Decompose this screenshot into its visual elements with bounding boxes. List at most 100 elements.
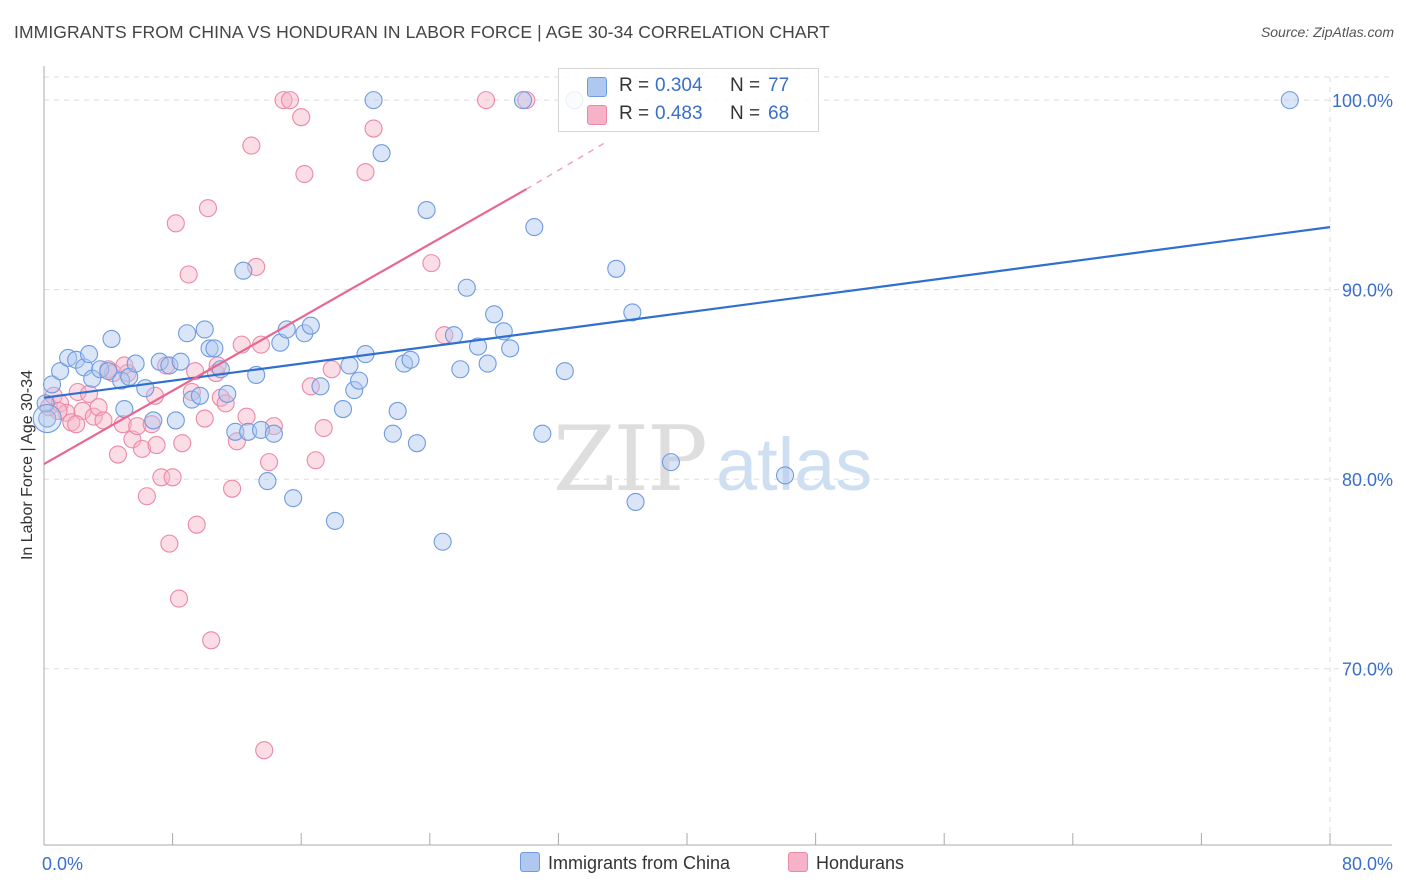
hondurans-point xyxy=(295,164,314,184)
china-point xyxy=(525,218,544,237)
china-point xyxy=(388,401,407,421)
hondurans-point xyxy=(301,377,320,396)
hondurans-point xyxy=(147,436,166,455)
china-point xyxy=(42,375,62,394)
china-point xyxy=(501,339,520,358)
hondurans-point xyxy=(422,254,441,273)
china-point xyxy=(372,144,391,163)
china-point xyxy=(126,354,145,373)
legend-row-china: R = 0.304 N = 77 xyxy=(559,74,818,100)
china-trend-line xyxy=(43,226,1331,399)
hondurans-points xyxy=(39,91,536,760)
hondurans-point xyxy=(202,631,221,650)
china-point xyxy=(218,384,237,403)
hondurans-point xyxy=(67,415,86,434)
hondurans-point xyxy=(216,394,235,413)
china-point xyxy=(533,424,552,443)
china-point xyxy=(234,261,253,280)
china-point xyxy=(295,324,314,343)
china-point xyxy=(623,303,642,322)
hondurans-point xyxy=(477,91,496,110)
hondurans-point xyxy=(169,589,189,608)
hondurans-point xyxy=(259,453,279,472)
china-point xyxy=(311,377,330,396)
china-point xyxy=(626,492,645,511)
hondurans-point xyxy=(160,534,179,553)
china-point xyxy=(171,352,190,371)
watermark: ZIP atlas xyxy=(553,407,872,512)
china-point xyxy=(51,362,70,381)
hondurans-point xyxy=(255,741,274,760)
china-point xyxy=(150,352,169,371)
china-point xyxy=(205,339,224,358)
x-tick-label: 80.0% xyxy=(1342,854,1393,874)
hondurans-point xyxy=(137,487,156,506)
china-point xyxy=(451,360,470,379)
hondurans-point xyxy=(179,265,198,284)
hondurans-point xyxy=(84,407,103,426)
hondurans-point xyxy=(280,91,299,110)
china-point xyxy=(190,386,209,405)
china-point-cluster xyxy=(32,403,62,434)
hondurans-point xyxy=(195,409,214,428)
china-point xyxy=(166,411,185,430)
correlation-legend: R = 0.304 N = 77 R = 0.483 N = 68 xyxy=(558,68,819,132)
china-point xyxy=(661,453,680,472)
china-point xyxy=(433,532,452,551)
china-point xyxy=(1280,91,1299,110)
china-point xyxy=(468,337,488,356)
bottom-legend-china: Immigrants from China xyxy=(520,852,730,878)
china-point xyxy=(195,320,214,339)
legend-row-hondurans: R = 0.483 N = 68 xyxy=(559,102,818,128)
y-tick-label: 70.0% xyxy=(1342,660,1393,680)
chart-title: IMMIGRANTS FROM CHINA VS HONDURAN IN LAB… xyxy=(14,22,830,42)
hondurans-point xyxy=(223,479,242,498)
legend-swatch-china xyxy=(587,77,607,97)
legend-r-value: 0.483 xyxy=(655,103,703,124)
china-point xyxy=(513,91,533,110)
hondurans-point xyxy=(133,439,152,458)
china-point xyxy=(284,489,303,508)
watermark-zip: ZIP xyxy=(553,407,706,512)
china-point xyxy=(333,400,353,419)
hondurans-point xyxy=(364,119,383,138)
bottom-legend-swatch-china xyxy=(520,852,540,872)
hondurans-point xyxy=(163,468,182,487)
china-point xyxy=(226,422,245,441)
china-point xyxy=(99,362,118,381)
china-point xyxy=(350,371,369,390)
legend-n-label: N = xyxy=(730,103,761,124)
legend-n-value: 77 xyxy=(768,75,790,96)
hondurans-point xyxy=(322,360,341,379)
source-note: Source: ZipAtlas.com xyxy=(1260,24,1394,40)
china-point xyxy=(555,362,574,381)
hondurans-point xyxy=(292,108,311,127)
china-point xyxy=(478,354,497,373)
hondurans-point xyxy=(187,515,206,534)
hondurans-point xyxy=(128,417,147,436)
watermark-atlas: atlas xyxy=(716,423,872,506)
legend-r-label: R = xyxy=(619,103,650,124)
china-point xyxy=(301,316,320,335)
legend-r-value: 0.304 xyxy=(655,75,703,96)
china-point xyxy=(383,424,402,443)
china-point xyxy=(345,381,364,400)
china-point xyxy=(776,466,795,485)
y-tick-label: 90.0% xyxy=(1342,281,1393,301)
hondurans-point xyxy=(306,451,325,470)
hondurans-point xyxy=(173,434,192,453)
hondurans-point xyxy=(356,163,375,182)
china-point xyxy=(102,329,121,348)
y-tick-label: 100.0% xyxy=(1332,91,1393,111)
china-point xyxy=(401,350,420,369)
axes xyxy=(43,66,1392,846)
legend-swatch-hondurans xyxy=(587,105,607,125)
china-point xyxy=(340,356,359,375)
china-point xyxy=(38,409,57,428)
legend-n-label: N = xyxy=(730,75,761,96)
china-point xyxy=(457,278,476,297)
china-point xyxy=(264,424,283,443)
hondurans-trend-line xyxy=(43,188,527,465)
china-point xyxy=(607,259,626,278)
